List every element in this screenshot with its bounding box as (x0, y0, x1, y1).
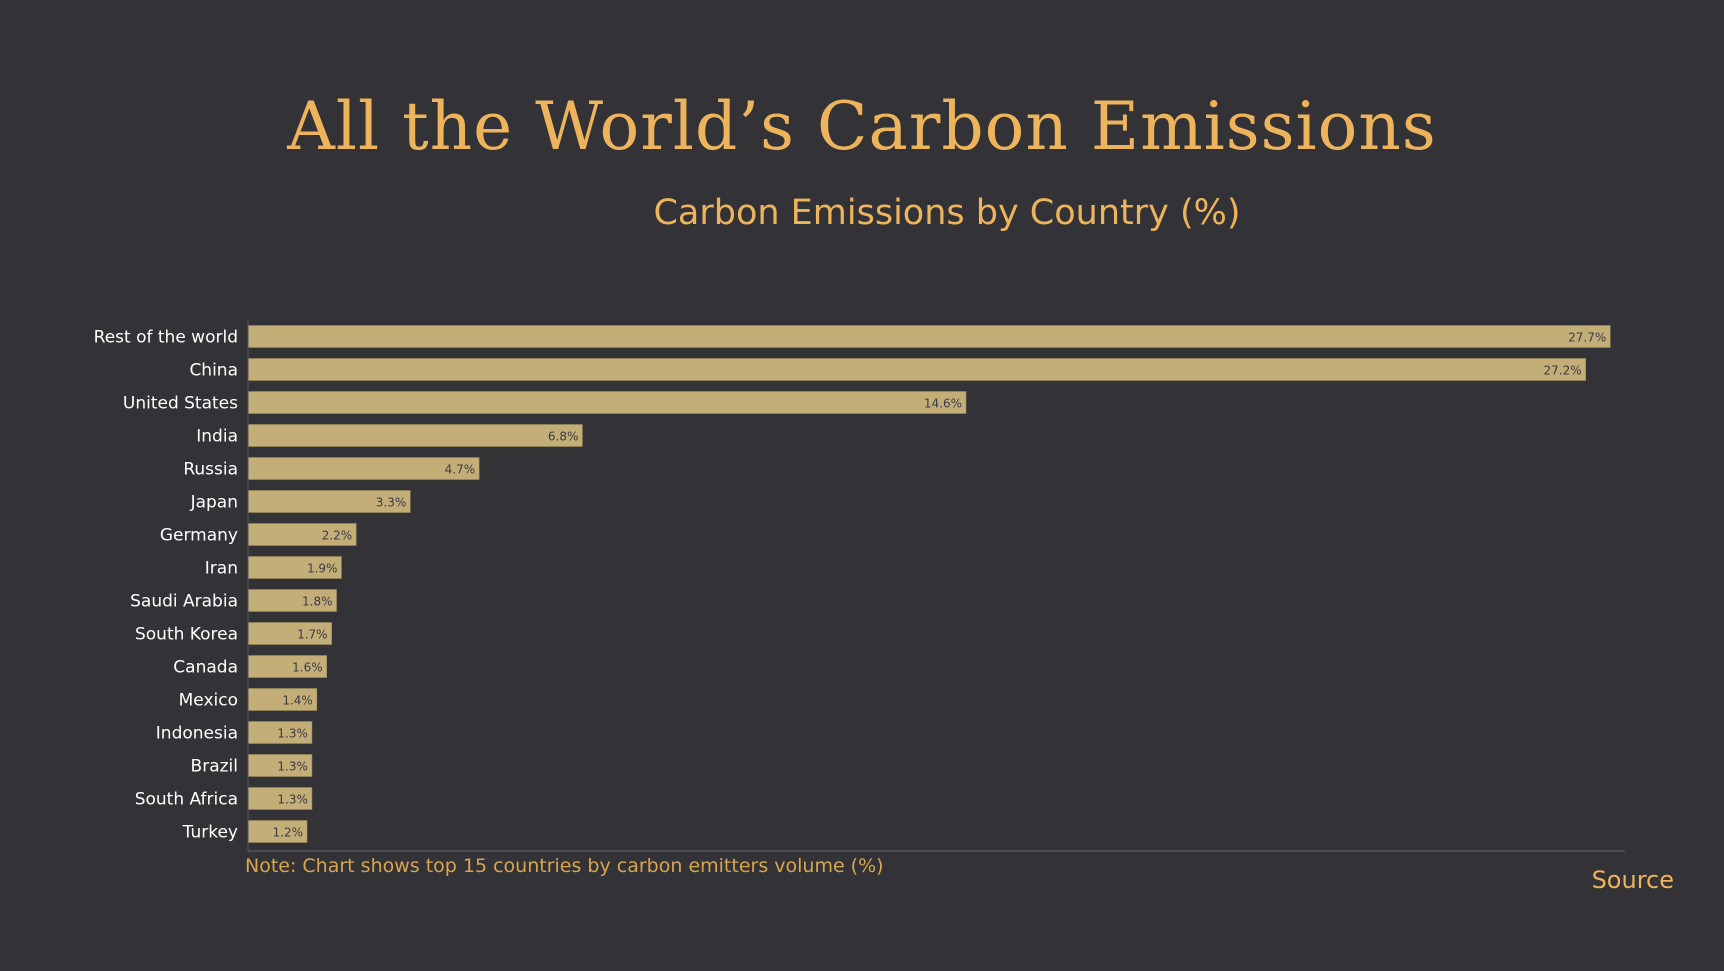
value-label: 1.2% (273, 826, 304, 840)
bars-group: Rest of the world 27.7% China 27.2% United S… (94, 325, 1611, 843)
value-label: 27.7% (1568, 331, 1606, 345)
category-label: Mexico (179, 691, 238, 711)
category-label: Germany (160, 526, 238, 546)
category-label: Saudi Arabia (130, 592, 238, 612)
category-label: Russia (183, 460, 238, 480)
category-label: Iran (205, 559, 238, 579)
value-label: 1.9% (307, 562, 338, 576)
category-label: Indonesia (156, 724, 238, 744)
category-label: Turkey (182, 823, 238, 843)
value-label: 1.3% (277, 760, 308, 774)
chart-note: Note: Chart shows top 15 countries by ca… (245, 855, 884, 877)
bar-0 (247, 325, 1611, 348)
value-label: 4.7% (445, 463, 476, 477)
value-label: 2.2% (322, 529, 353, 543)
value-label: 3.3% (376, 496, 407, 510)
category-label: South Korea (135, 625, 238, 645)
category-label: South Africa (135, 790, 238, 810)
bar-2 (247, 391, 967, 414)
value-label: 1.6% (292, 661, 323, 675)
category-label: Canada (173, 658, 238, 678)
value-label: 1.8% (302, 595, 333, 609)
bar-1 (247, 358, 1586, 381)
bar-3 (247, 424, 583, 447)
category-label: United States (123, 394, 238, 414)
chart-title: All the World’s Carbon Emissions (287, 88, 1437, 165)
category-label: China (189, 361, 238, 381)
value-label: 1.3% (277, 727, 308, 741)
source-link[interactable]: Source (1591, 866, 1674, 894)
value-label: 14.6% (924, 397, 962, 411)
category-label: Rest of the world (94, 328, 238, 348)
value-label: 1.4% (282, 694, 313, 708)
category-label: India (196, 427, 238, 447)
category-label: Japan (190, 493, 238, 513)
value-label: 27.2% (1544, 364, 1582, 378)
value-label: 6.8% (548, 430, 579, 444)
category-label: Brazil (191, 757, 238, 777)
value-label: 1.7% (297, 628, 328, 642)
value-label: 1.3% (277, 793, 308, 807)
chart-subtitle: Carbon Emissions by Country (%) (653, 193, 1241, 233)
